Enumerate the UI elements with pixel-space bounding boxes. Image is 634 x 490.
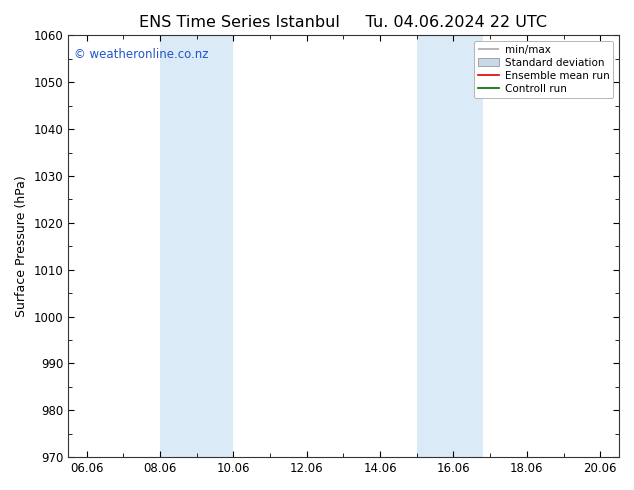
Y-axis label: Surface Pressure (hPa): Surface Pressure (hPa) <box>15 175 28 317</box>
Title: ENS Time Series Istanbul     Tu. 04.06.2024 22 UTC: ENS Time Series Istanbul Tu. 04.06.2024 … <box>139 15 547 30</box>
Text: © weatheronline.co.nz: © weatheronline.co.nz <box>74 48 208 61</box>
Legend: min/max, Standard deviation, Ensemble mean run, Controll run: min/max, Standard deviation, Ensemble me… <box>474 41 614 98</box>
Bar <box>417 35 483 457</box>
Bar <box>160 35 233 457</box>
